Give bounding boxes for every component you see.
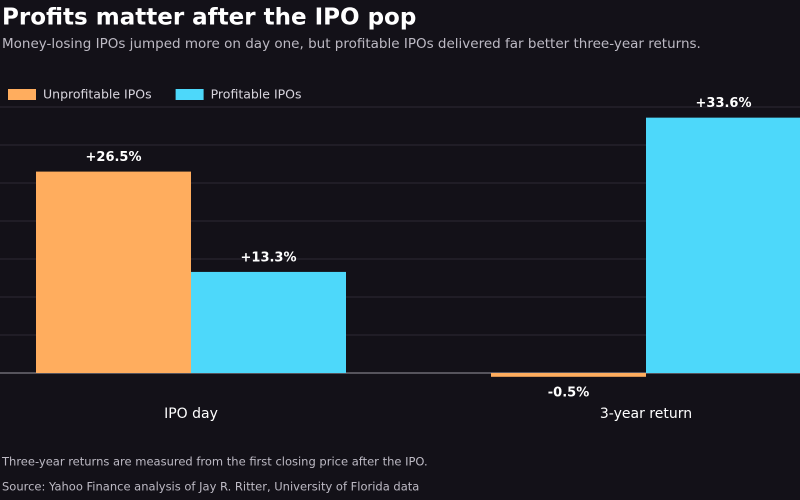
value-label: -0.5% <box>548 386 589 401</box>
bar <box>646 117 800 373</box>
x-tick-label: IPO day <box>164 406 218 422</box>
value-label: +26.5% <box>86 150 142 165</box>
legend-swatch <box>175 89 204 100</box>
note: Three-year returns are measured from the… <box>1 455 428 469</box>
legend-swatch <box>8 89 36 100</box>
source-note: Source: Yahoo Finance analysis of Jay R.… <box>2 480 419 494</box>
x-tick-label: 3-year return <box>600 406 692 422</box>
bar <box>36 171 191 373</box>
bar <box>491 373 646 377</box>
chart-subtitle: Money-losing IPOs jumped more on day one… <box>2 36 701 52</box>
legend-label: Profitable IPOs <box>211 87 302 102</box>
value-label: +13.3% <box>241 250 297 265</box>
chart-title: Profits matter after the IPO pop <box>2 5 416 31</box>
legend-label: Unprofitable IPOs <box>43 87 152 102</box>
bar <box>191 271 346 373</box>
value-label: +33.6% <box>696 96 752 111</box>
